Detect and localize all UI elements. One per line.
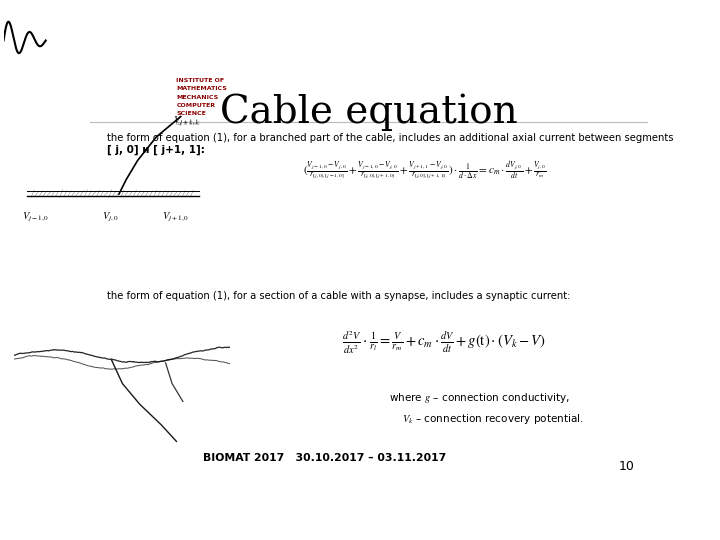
Text: the form of equation (1), for a branched part of the cable, includes an addition: the form of equation (1), for a branched… — [107, 133, 673, 144]
Text: $V_{j,0}$: $V_{j,0}$ — [102, 211, 119, 224]
Text: $V_k$ – connection recovery potential.: $V_k$ – connection recovery potential. — [402, 412, 584, 426]
Text: where $g$ – connection conductivity,: where $g$ – connection conductivity, — [389, 391, 570, 405]
Text: $V_{j+1,0}$: $V_{j+1,0}$ — [162, 211, 189, 224]
Text: the form of equation (1), for a section of a cable with a synapse, includes a sy: the form of equation (1), for a section … — [107, 292, 570, 301]
Text: $(\frac{V_{j-1,0}-V_{j,0}}{r_{[j,0],[j-1,0]}}+\frac{V_{j-1,0}-V_{j,0}}{r_{[j,0],: $(\frac{V_{j-1,0}-V_{j,0}}{r_{[j,0],[j-1… — [303, 160, 546, 182]
Text: 10: 10 — [618, 460, 634, 473]
Text: $\frac{d^2V}{dx^2}\cdot\frac{1}{r_l}=\frac{V}{r_m}+c_m\cdot\frac{dV}{dt}+g(\math: $\frac{d^2V}{dx^2}\cdot\frac{1}{r_l}=\fr… — [343, 330, 546, 356]
Text: BIOMAT 2017   30.10.2017 – 03.11.2017: BIOMAT 2017 30.10.2017 – 03.11.2017 — [203, 453, 446, 463]
Text: Cable equation: Cable equation — [220, 94, 518, 131]
Text: COMPUTER: COMPUTER — [176, 103, 215, 108]
Text: MATHEMATICS: MATHEMATICS — [176, 86, 228, 91]
Text: [ j, 0] и [ j+1, 1]:: [ j, 0] и [ j+1, 1]: — [107, 145, 204, 155]
Text: $V_{j+1,1}$: $V_{j+1,1}$ — [174, 114, 200, 128]
Text: $V_{j-1,0}$: $V_{j-1,0}$ — [22, 211, 49, 224]
Text: INSTITUTE OF: INSTITUTE OF — [176, 78, 225, 83]
Text: by II Ural: by II Ural — [176, 120, 200, 125]
Text: SCIENCE: SCIENCE — [176, 111, 207, 116]
Text: MECHANICS: MECHANICS — [176, 94, 219, 100]
